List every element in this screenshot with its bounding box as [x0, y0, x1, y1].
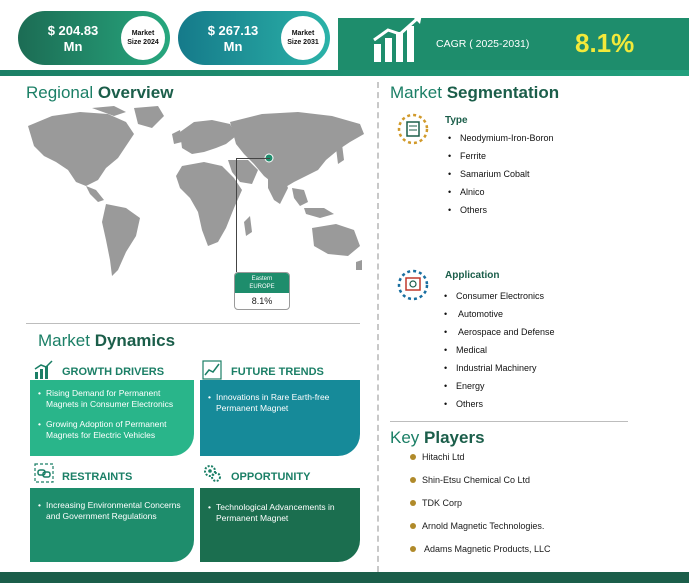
list-item: Arnold Magnetic Technologies.: [410, 519, 551, 542]
regional-overview-title: Regional Overview: [26, 83, 173, 103]
region-name-line-1: Eastern: [251, 276, 273, 282]
market-size-2031-amount: $ 267.13: [207, 23, 259, 38]
growth-drivers-card: Rising Demand for Permanent Magnets in C…: [30, 380, 194, 456]
list-item: Medical: [444, 343, 555, 361]
title-light: Key: [390, 428, 420, 447]
key-players-title: Key Players: [390, 428, 485, 448]
restraints-heading: RESTRAINTS: [62, 471, 133, 483]
list-item: Technological Advancements in Permanent …: [208, 502, 352, 524]
market-dynamics-title: Market Dynamics: [38, 331, 175, 351]
market-size-2024-amount: $ 204.83: [47, 23, 99, 38]
future-trends-card: Innovations in Rare Earth-free Permanent…: [200, 380, 360, 456]
badge-line-2: Size 2031: [287, 39, 319, 46]
list-item: Hitachi Ltd: [410, 450, 551, 473]
list-item: Shin-Etsu Chemical Co Ltd: [410, 473, 551, 496]
type-list: Neodymium-Iron-Boron Ferrite Samarium Co…: [448, 131, 554, 221]
restraints-card: Increasing Environmental Concerns and Go…: [30, 488, 194, 562]
list-item: Alnico: [448, 185, 554, 203]
list-item: Adams Magnetic Products, LLC: [410, 542, 551, 565]
list-item: Others: [444, 397, 555, 415]
future-trends-heading: FUTURE TRENDS: [231, 366, 324, 378]
list-item: Energy: [444, 379, 555, 397]
cagr-label: CAGR ( 2025-2031): [436, 38, 530, 50]
application-list: Consumer Electronics Automotive Aerospac…: [444, 289, 555, 415]
type-icon: [397, 113, 429, 145]
application-heading: Application: [445, 270, 500, 281]
map-leader-horizontal: [236, 158, 270, 159]
list-item: Automotive: [444, 307, 555, 325]
list-item: TDK Corp: [410, 496, 551, 519]
region-value: 8.1%: [251, 296, 273, 306]
market-size-2031-unit: Mn: [223, 39, 243, 54]
link-icon: [34, 463, 54, 483]
key-players-list: Hitachi Ltd Shin-Etsu Chemical Co Ltd TD…: [410, 450, 551, 565]
opportunity-card: Technological Advancements in Permanent …: [200, 488, 360, 562]
vertical-divider: [377, 82, 379, 572]
list-item: Growing Adoption of Permanent Magnets fo…: [38, 419, 186, 441]
market-size-2031-badge: Market Size 2031: [281, 16, 325, 60]
market-size-2031-value: $ 267.13 Mn: [192, 23, 274, 55]
section-divider: [390, 421, 628, 422]
badge-line-1: Market: [291, 30, 315, 37]
title-light: Market: [38, 331, 90, 350]
market-size-2024-pill: $ 204.83 Mn Market Size 2024: [18, 11, 170, 65]
list-item: Industrial Machinery: [444, 361, 555, 379]
title-light: Regional: [26, 83, 94, 102]
badge-line-2: Size 2024: [127, 39, 159, 46]
list-item: Aerospace and Defense: [444, 325, 555, 343]
title-bold: Dynamics: [94, 331, 176, 350]
opportunity-heading: OPPORTUNITY: [231, 471, 311, 483]
list-item: Consumer Electronics: [444, 289, 555, 307]
market-size-2024-badge: Market Size 2024: [121, 16, 165, 60]
growth-chart-icon: [373, 14, 422, 62]
bar-growth-icon: [34, 360, 53, 379]
trend-chart-icon: [202, 360, 222, 380]
world-map: [28, 106, 364, 276]
region-name-line-2: EUROPE: [249, 284, 275, 290]
application-icon: [397, 269, 429, 301]
list-item: Innovations in Rare Earth-free Permanent…: [208, 392, 352, 414]
market-segmentation-title: Market Segmentation: [390, 83, 559, 103]
list-item: Ferrite: [448, 149, 554, 167]
type-heading: Type: [445, 115, 468, 126]
title-bold: Overview: [97, 83, 174, 102]
title-light: Market: [390, 83, 442, 102]
list-item: Rising Demand for Permanent Magnets in C…: [38, 388, 186, 410]
list-item: Samarium Cobalt: [448, 167, 554, 185]
market-size-2031-pill: $ 267.13 Mn Market Size 2031: [178, 11, 330, 65]
list-item: Increasing Environmental Concerns and Go…: [38, 500, 186, 522]
market-size-2024-unit: Mn: [63, 39, 83, 54]
list-item: Neodymium-Iron-Boron: [448, 131, 554, 149]
list-item: Others: [448, 203, 554, 221]
badge-line-1: Market: [131, 30, 155, 37]
region-name: Eastern EUROPE: [235, 273, 289, 293]
map-leader-vertical: [236, 158, 237, 272]
footer-band: [0, 572, 689, 583]
title-bold: Segmentation: [446, 83, 560, 102]
cagr-value: 8.1%: [575, 28, 635, 58]
title-bold: Players: [424, 428, 485, 447]
market-size-2024-value: $ 204.83 Mn: [32, 23, 114, 55]
region-callout: Eastern EUROPE 8.1%: [234, 272, 290, 310]
section-divider: [26, 323, 360, 324]
growth-drivers-heading: GROWTH DRIVERS: [62, 366, 165, 378]
gears-icon: [204, 465, 221, 482]
